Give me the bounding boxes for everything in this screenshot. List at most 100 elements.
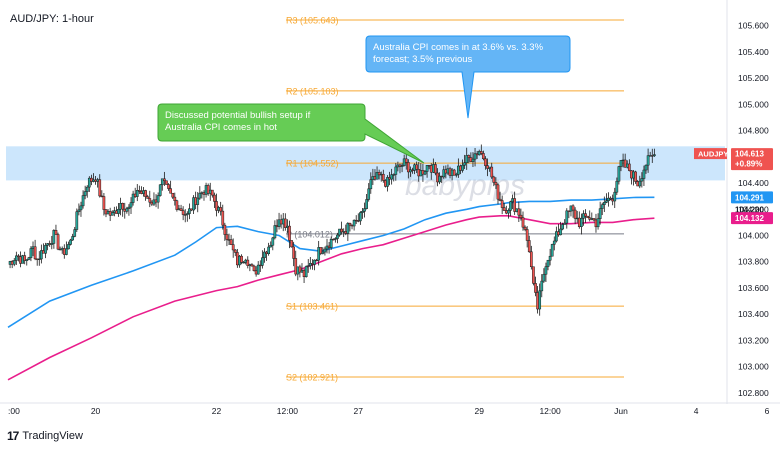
pivot-label-r3: R3 (105.643) [286,16,339,26]
y-tick-label: 103.800 [738,257,769,267]
candle-body [623,159,627,168]
candle-body [98,179,102,197]
candle-body [563,222,567,225]
candle-body [313,259,316,265]
candle-body [500,200,504,208]
x-tick-label: 12:00 [539,406,561,416]
candle-body [552,240,556,245]
candle-body [365,199,368,209]
candle-body [131,193,135,203]
candle-body [534,283,537,293]
y-tick-label: 103.600 [738,283,769,293]
y-tick-label: 105.400 [738,47,769,57]
candle-body [463,162,466,166]
candle-body [615,180,619,193]
candle-body [250,264,254,267]
price-label-current: 104.613 [735,150,764,159]
candle-body [550,244,554,257]
candle-body [219,207,223,212]
x-tick-label: 6 [765,406,770,416]
candle-body [304,266,308,277]
candle-body [79,205,83,211]
candle-body [640,178,644,182]
candle-body [617,166,621,182]
candle-body [71,236,74,241]
candle-body [509,201,512,211]
candle-body [135,190,139,197]
candle-body [160,178,164,186]
candle-body [490,166,494,178]
candle-body [231,244,235,251]
candle-body [323,248,327,253]
candle-body [653,154,656,157]
candle-body [642,169,646,179]
callout-setup [157,103,425,164]
candle-body [334,238,337,240]
candle-body [129,202,133,208]
candle-body [283,218,287,228]
candle-body [438,175,441,183]
y-tick-label: 103.400 [738,309,769,319]
candle-body [473,153,477,160]
candle-body [496,184,500,200]
candle-body [33,246,37,260]
candle-body [394,166,398,175]
y-tick-label: 104.400 [738,178,769,188]
candle-body [404,158,408,163]
candle-body [348,222,352,226]
candle-body [559,228,562,236]
candle-body [638,180,642,187]
candle-body [242,262,245,264]
candle-body [127,206,131,209]
candle-body [23,255,27,261]
candle-body [359,212,362,222]
candle-body [454,174,458,176]
price-label-sma100-bg [731,191,773,204]
pivot-label-s2: S2 (102.921) [286,373,338,383]
candle-body [352,219,356,227]
candle-body [346,222,350,234]
candle-body [586,215,589,219]
candle-body [102,196,106,210]
candle-body [221,210,225,226]
candle-body [494,182,498,186]
tradingview-logo[interactable]: 17 TradingView [7,429,83,443]
x-tick-label: 20 [91,406,101,416]
price-label-level: 104.200 [735,205,764,214]
y-tick-label: 105.000 [738,99,769,109]
candle-body [196,197,200,205]
candle-body [288,225,291,241]
candle-body [479,151,483,154]
candle-body [555,231,558,242]
candle-body [502,207,506,211]
candle-body [290,240,293,248]
candle-body [306,265,310,267]
candle-body [521,217,525,228]
candle-body [171,192,175,198]
candle-body [386,177,389,187]
candle-body [50,243,54,245]
candle-body [580,218,583,227]
candle-body [340,228,343,233]
candle-body [409,169,412,173]
candle-body [65,248,68,255]
candle-body [167,184,170,189]
candle-body [75,211,79,230]
candle-body [17,255,20,257]
candle-body [67,244,70,250]
callout-setup-text: Discussed potential bullish setup if [165,110,311,121]
callout-cpi-text: forecast; 3.5% previous [373,54,473,65]
candle-body [517,208,521,216]
candle-body [121,203,125,210]
candle-body [596,218,600,228]
y-tick-label: 104.000 [738,230,769,240]
candle-body [54,230,58,235]
candle-body [377,172,381,176]
candle-body [609,197,612,200]
candle-body [87,177,91,188]
candle-body [179,208,183,211]
candle-body [40,250,43,260]
candle-body [532,266,535,284]
candle-body [37,258,41,260]
